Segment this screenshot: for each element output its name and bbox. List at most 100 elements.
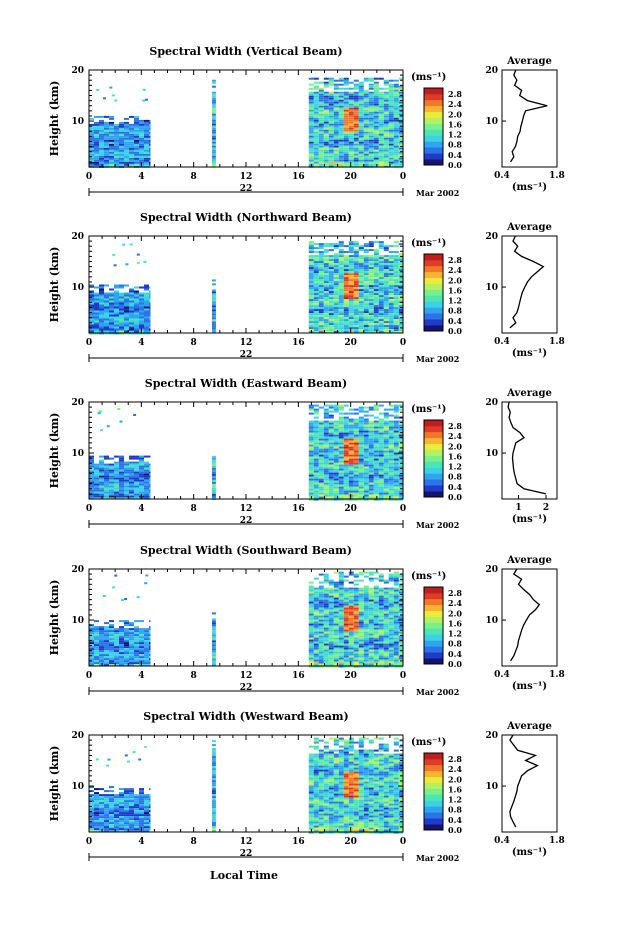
- heatmap-cell: [373, 309, 379, 312]
- heatmap-cell: [338, 595, 344, 598]
- heatmap-cell: [328, 291, 334, 294]
- heatmap-cell: [308, 111, 314, 114]
- heatmap-cell: [393, 484, 399, 487]
- heatmap-cell: [348, 591, 354, 594]
- heatmap-cell: [323, 480, 329, 483]
- heatmap-cell: [328, 589, 334, 592]
- heatmap-cell: [353, 591, 359, 594]
- heatmap-cell: [318, 265, 324, 268]
- heatmap-cell: [313, 645, 319, 648]
- heatmap-cell: [313, 627, 319, 630]
- heatmap-cell: [114, 284, 119, 287]
- heatmap-cell: [378, 631, 384, 634]
- heatmap-cell: [338, 454, 344, 457]
- heatmap-cell: [393, 111, 399, 114]
- heatmap-cell: [104, 149, 109, 152]
- heatmap-cell: [398, 139, 403, 142]
- heatmap-cell: [129, 489, 134, 492]
- heatmap-cell: [363, 317, 369, 320]
- heatmap-cell: [318, 293, 324, 296]
- heatmap-cell: [109, 477, 114, 480]
- heatmap-cell: [328, 613, 334, 616]
- heatmap-cell: [114, 308, 119, 311]
- heatmap-cell: [313, 649, 319, 652]
- heatmap-cell: [313, 621, 319, 624]
- heatmap-cell: [383, 161, 389, 164]
- heatmap-cell: [333, 635, 339, 638]
- heatmap-cell: [358, 145, 364, 148]
- heatmap-cell: [373, 456, 379, 459]
- heatmap-cell: [378, 426, 384, 429]
- heatmap-cell: [343, 444, 349, 447]
- heatmap-cell: [353, 661, 359, 664]
- heatmap-cell: [313, 470, 319, 473]
- heatmap-cell: [348, 249, 354, 252]
- heatmap-cell: [313, 661, 319, 664]
- heatmap-cell: [398, 261, 403, 264]
- heatmap-cell: [89, 294, 94, 297]
- colorbar-tick-label: 2.8: [448, 255, 462, 265]
- heatmap-cell: [393, 410, 399, 413]
- heatmap-cell: [308, 283, 314, 286]
- heatmap-cell: [348, 279, 354, 282]
- heatmap-cell: [124, 465, 129, 468]
- heatmap-cell: [318, 637, 324, 640]
- heatmap-cell: [398, 599, 403, 602]
- heatmap-cell: [328, 113, 334, 116]
- heatmap-cell: [353, 293, 359, 296]
- heatmap-cell: [212, 473, 216, 476]
- heatmap-cell: [212, 161, 216, 164]
- heatmap-cell: [323, 289, 329, 292]
- heatmap-cell: [99, 628, 104, 631]
- heatmap-cell: [358, 255, 364, 258]
- heatmap-cell: [212, 121, 216, 124]
- heatmap-cell: [129, 646, 134, 649]
- heatmap-cell: [333, 323, 339, 326]
- heatmap-cell: [373, 478, 379, 481]
- heatmap-cell: [388, 121, 394, 124]
- heatmap-cell: [343, 297, 349, 300]
- heatmap-cell: [338, 133, 344, 136]
- heatmap-cell: [363, 275, 369, 278]
- heatmap-cell: [149, 314, 151, 317]
- heatmap-cell: [398, 484, 403, 487]
- heatmap-cell: [368, 79, 374, 82]
- heatmap-cell: [398, 601, 403, 604]
- heatmap-cell: [358, 305, 364, 308]
- heatmap-cell: [308, 647, 314, 650]
- heatmap-cell: [368, 111, 374, 114]
- heatmap-cell: [343, 279, 349, 282]
- heatmap-cell: [308, 603, 314, 606]
- heatmap-cell: [328, 631, 334, 634]
- heatmap-cell: [89, 471, 94, 474]
- heatmap-cell: [363, 615, 369, 618]
- heatmap-cell: [323, 305, 329, 308]
- heatmap-cell: [353, 101, 359, 104]
- heatmap-cell: [363, 609, 369, 612]
- heatmap-cell: [353, 273, 359, 276]
- heatmap-cell: [383, 303, 389, 306]
- heatmap-cell: [323, 625, 329, 628]
- heatmap-cell: [368, 133, 374, 136]
- heatmap-cell: [363, 597, 369, 600]
- heatmap-cell: [328, 293, 334, 296]
- heatmap-cell: [318, 450, 324, 453]
- heatmap-cell: [323, 428, 329, 431]
- heatmap-cell: [144, 141, 149, 144]
- heatmap-cell: [363, 133, 369, 136]
- heatmap-cell: [104, 481, 109, 484]
- heatmap-cell: [104, 650, 109, 653]
- heatmap-cell: [134, 465, 139, 468]
- heatmap-cell: [139, 306, 144, 309]
- heatmap-cell: [398, 285, 403, 288]
- heatmap-cell: [373, 422, 379, 425]
- heatmap-cell: [383, 496, 389, 499]
- heatmap-cell: [363, 157, 369, 160]
- heatmap-cell: [373, 95, 379, 98]
- heatmap-cell: [323, 319, 329, 322]
- heatmap-cell: [139, 477, 144, 480]
- heatmap-cell: [109, 650, 114, 653]
- heatmap-cell: [333, 621, 339, 624]
- heatmap-cell: [373, 404, 379, 407]
- heatmap-cell: [144, 465, 149, 468]
